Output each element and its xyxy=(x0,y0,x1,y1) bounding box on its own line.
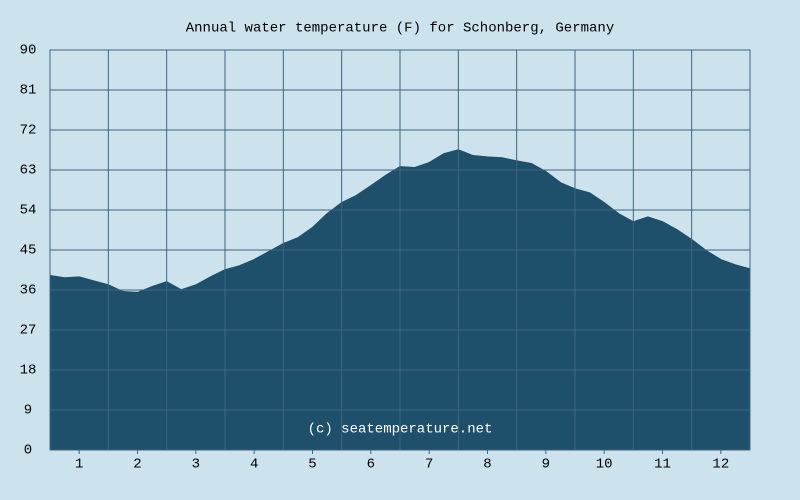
x-tick-label: 10 xyxy=(596,457,613,473)
y-tick-label: 36 xyxy=(20,283,37,299)
y-tick-label: 81 xyxy=(20,83,37,99)
x-tick-label: 7 xyxy=(425,457,433,473)
chart-title: Annual water temperature (F) for Schonbe… xyxy=(186,21,614,37)
y-tick-label: 54 xyxy=(20,203,37,219)
y-tick-label: 0 xyxy=(24,443,32,459)
x-tick-label: 2 xyxy=(133,457,141,473)
watermark: (c) seatemperature.net xyxy=(308,422,493,438)
x-tick-label: 3 xyxy=(192,457,200,473)
y-tick-label: 72 xyxy=(20,123,37,139)
y-tick-label: 9 xyxy=(24,403,32,419)
x-tick-label: 11 xyxy=(654,457,671,473)
x-tick-label: 12 xyxy=(712,457,729,473)
x-tick-label: 1 xyxy=(75,457,83,473)
y-tick-label: 63 xyxy=(20,163,37,179)
y-tick-label: 45 xyxy=(20,243,37,259)
y-tick-label: 27 xyxy=(20,323,37,339)
plot-border xyxy=(49,49,751,451)
x-tick-label: 5 xyxy=(308,457,316,473)
x-tick-label: 8 xyxy=(483,457,491,473)
y-tick-label: 18 xyxy=(20,363,37,379)
x-tick-label: 6 xyxy=(367,457,375,473)
y-tick-label: 90 xyxy=(20,43,37,59)
x-tick-label: 4 xyxy=(250,457,258,473)
x-tick-label: 9 xyxy=(542,457,550,473)
